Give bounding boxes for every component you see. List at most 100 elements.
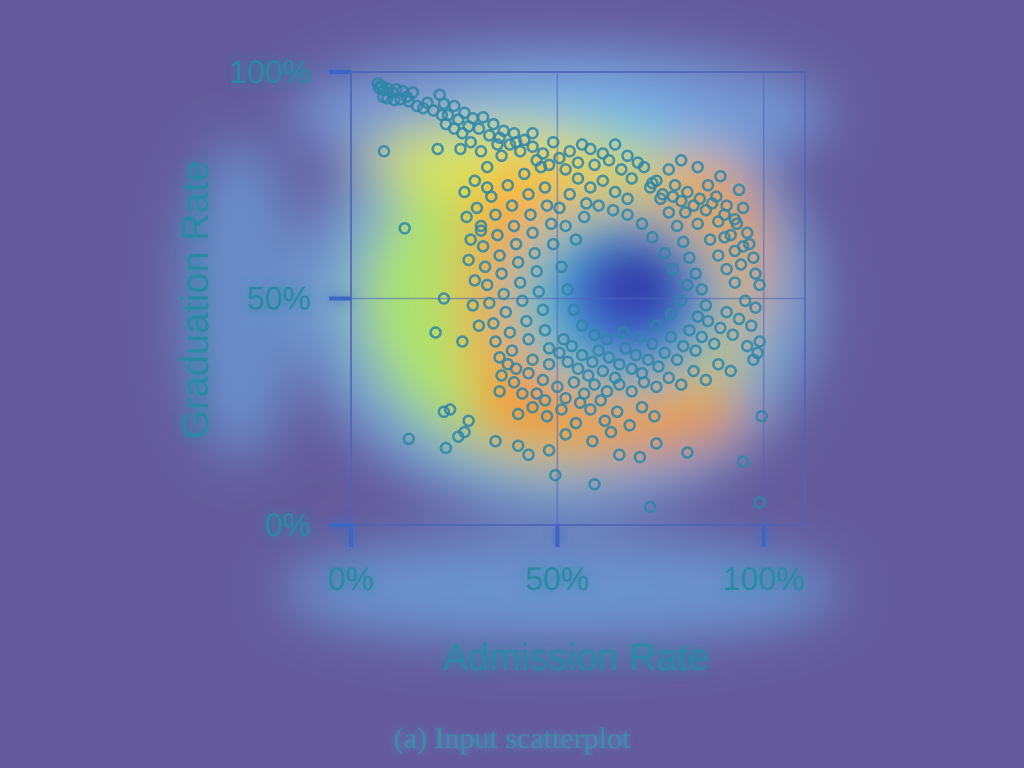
- data-point: [613, 378, 626, 391]
- data-point: [681, 185, 694, 199]
- data-point: [606, 203, 620, 217]
- data-point: [586, 434, 599, 448]
- data-point: [728, 212, 742, 226]
- figure-caption: (a) Input scatterplot: [393, 722, 631, 755]
- data-point: [474, 224, 488, 237]
- data-point: [732, 312, 746, 326]
- data-point: [458, 106, 471, 120]
- data-point: [524, 208, 537, 221]
- data-point: [633, 450, 647, 464]
- data-point: [714, 321, 727, 335]
- data-point: [728, 244, 742, 258]
- data-point: [571, 156, 585, 169]
- data-point: [693, 192, 707, 206]
- data-point: [699, 299, 713, 312]
- data-point: [650, 380, 663, 394]
- data-point: [662, 163, 676, 176]
- data-point: [487, 117, 500, 131]
- data-point: [544, 217, 558, 231]
- data-point: [542, 357, 556, 371]
- data-point: [540, 410, 554, 423]
- data-point: [650, 437, 663, 450]
- data-point: [621, 192, 634, 206]
- data-point: [443, 403, 457, 416]
- data-point: [633, 330, 647, 344]
- data-point: [610, 405, 624, 419]
- data-point: [518, 167, 531, 181]
- data-point: [464, 135, 477, 149]
- data-point: [454, 142, 467, 156]
- data-point: [710, 190, 723, 203]
- data-point: [569, 416, 583, 430]
- data-point: [652, 360, 665, 373]
- data-point: [617, 326, 630, 339]
- data-point: [559, 163, 572, 176]
- data-point: [549, 468, 562, 482]
- data-point: [505, 344, 519, 357]
- data-point: [526, 226, 539, 240]
- data-point: [520, 314, 533, 328]
- data-point: [536, 373, 550, 387]
- y-tick-label: 0%: [265, 507, 311, 543]
- data-point: [509, 135, 523, 149]
- data-point: [439, 441, 453, 455]
- data-point: [662, 371, 676, 385]
- data-point: [421, 96, 434, 110]
- data-point: [703, 233, 717, 246]
- x-tick-label: 50%: [525, 561, 589, 597]
- data-point: [681, 446, 694, 459]
- data-point: [577, 210, 591, 224]
- data-point: [526, 140, 539, 153]
- data-point: [472, 122, 486, 135]
- data-point: [447, 99, 461, 113]
- data-point: [501, 179, 515, 192]
- x-tick-label: 100%: [723, 561, 805, 597]
- data-point: [643, 500, 657, 514]
- data-point: [740, 339, 754, 353]
- data-point: [666, 190, 680, 203]
- data-point: [559, 391, 572, 405]
- data-point: [621, 208, 634, 221]
- data-point: [555, 260, 568, 274]
- data-point: [499, 305, 513, 319]
- data-point: [670, 219, 684, 233]
- data-point: [625, 172, 638, 185]
- data-point: [608, 185, 622, 199]
- data-point: [538, 323, 552, 337]
- data-point: [689, 267, 702, 280]
- data-point: [755, 410, 768, 423]
- data-point: [559, 219, 572, 233]
- data-point: [691, 160, 704, 174]
- data-point: [480, 160, 494, 174]
- data-point: [625, 385, 638, 398]
- data-point: [565, 339, 579, 353]
- data-point: [483, 296, 496, 310]
- data-point: [604, 425, 618, 439]
- data-point: [714, 169, 727, 183]
- data-point: [522, 366, 535, 380]
- data-point: [431, 142, 444, 156]
- data-point: [646, 337, 659, 351]
- data-point: [410, 99, 424, 113]
- data-point: [712, 249, 725, 262]
- data-point: [559, 428, 572, 441]
- data-point: [470, 201, 484, 215]
- data-point: [507, 219, 521, 233]
- data-point: [429, 326, 442, 339]
- data-point: [740, 226, 754, 240]
- data-point: [464, 233, 477, 246]
- data-point: [658, 246, 671, 260]
- data-point: [728, 276, 742, 289]
- data-point: [674, 294, 688, 308]
- data-point: [398, 222, 411, 235]
- data-point: [530, 265, 543, 278]
- data-point: [621, 149, 634, 163]
- data-point: [701, 179, 715, 192]
- data-point: [613, 448, 626, 462]
- data-point: [691, 310, 704, 323]
- data-point: [522, 448, 535, 462]
- data-point: [602, 154, 616, 167]
- data-point: [584, 142, 597, 156]
- data-point: [743, 237, 756, 251]
